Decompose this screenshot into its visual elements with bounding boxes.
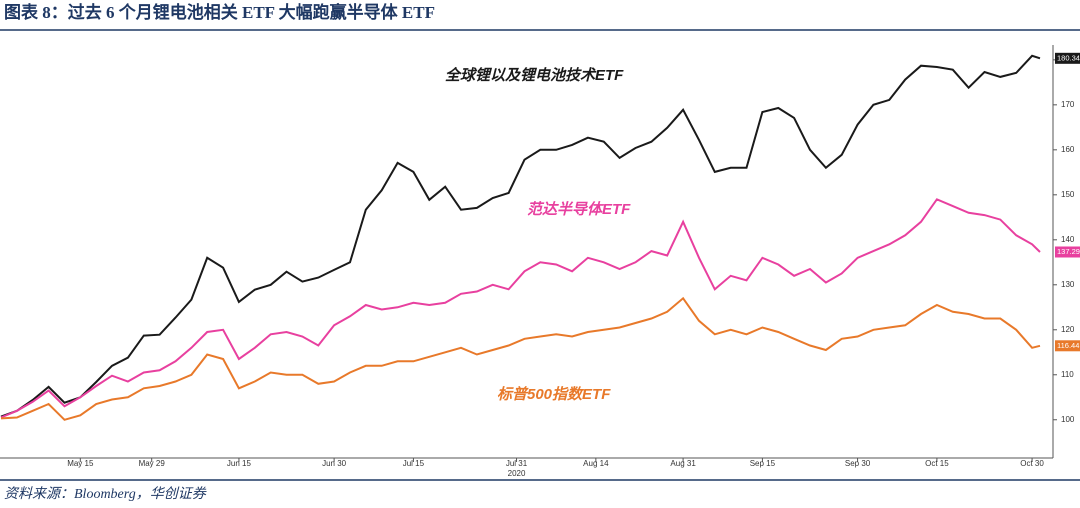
series-line bbox=[0, 54, 1041, 418]
end-label: 137.29 bbox=[1057, 247, 1080, 256]
series-name: 范达半导体ETF bbox=[527, 201, 631, 218]
x-tick-label: Jul 31 bbox=[506, 459, 528, 468]
x-axis-label: 2020 bbox=[508, 469, 526, 478]
series-name: 全球锂以及锂电池技术ETF bbox=[445, 66, 624, 84]
end-label-box bbox=[1055, 340, 1080, 352]
y-tick-label: 150 bbox=[1061, 190, 1075, 199]
x-tick-label: Oct 30 bbox=[1020, 459, 1044, 468]
x-tick-label: May 15 bbox=[67, 459, 94, 468]
y-tick-label: 100 bbox=[1061, 415, 1075, 424]
y-tick-label: 160 bbox=[1061, 145, 1075, 154]
y-tick-label: 140 bbox=[1061, 235, 1075, 244]
x-tick-label: Sep 15 bbox=[750, 459, 776, 468]
y-tick-label: 110 bbox=[1061, 370, 1074, 379]
x-tick-label: Aug 31 bbox=[670, 459, 696, 468]
page-title: 图表 8：过去 6 个月锂电池相关 ETF 大幅跑赢半导体 ETF bbox=[4, 2, 435, 22]
x-tick-label: Jul 15 bbox=[403, 459, 425, 468]
end-label-box bbox=[1055, 52, 1080, 64]
x-tick-label: May 29 bbox=[139, 459, 166, 468]
x-tick-label: Jun 15 bbox=[227, 459, 252, 468]
series-line bbox=[0, 198, 1041, 419]
x-tick-label: Sep 30 bbox=[845, 459, 871, 468]
series-line bbox=[0, 296, 1041, 421]
y-tick-label: 130 bbox=[1061, 280, 1075, 289]
x-tick-label: Aug 14 bbox=[583, 459, 609, 468]
end-label: 180.34 bbox=[1057, 53, 1080, 62]
end-label-box bbox=[1055, 246, 1080, 258]
x-tick-label: Oct 15 bbox=[925, 459, 949, 468]
y-tick-label: 170 bbox=[1061, 100, 1075, 109]
source: 资料来源：Bloomberg，华创证券 bbox=[4, 486, 207, 502]
x-tick-label: Jun 30 bbox=[322, 459, 347, 468]
y-tick-label: 120 bbox=[1061, 325, 1075, 334]
series-name: 标普500指数ETF bbox=[497, 386, 611, 403]
end-label: 116.44 bbox=[1057, 341, 1079, 350]
